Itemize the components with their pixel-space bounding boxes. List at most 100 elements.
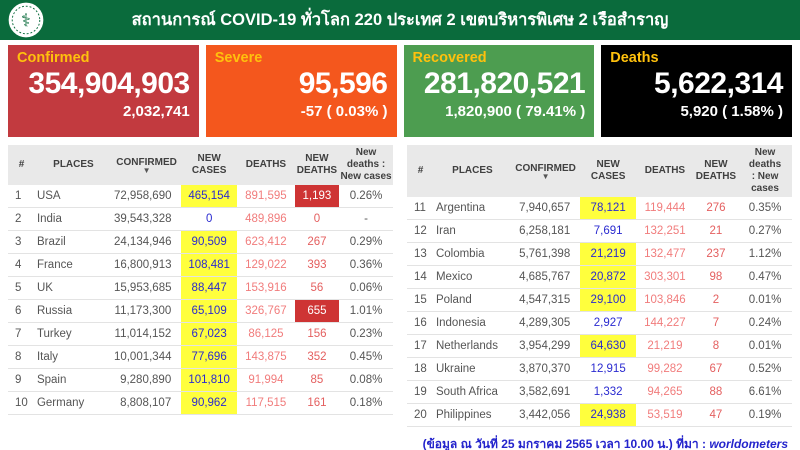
deaths-value: 5,622,314: [654, 66, 783, 100]
deaths-cell: 144,227: [636, 311, 694, 335]
rank-cell: 9: [8, 368, 35, 392]
rank-cell: 6: [8, 299, 35, 323]
deaths-label: Deaths: [610, 50, 659, 66]
ratio-cell: 0.45%: [339, 345, 393, 369]
place-cell: Poland: [433, 288, 511, 312]
ratio-cell: 0.06%: [339, 276, 393, 300]
table-row: 1 USA 72,958,690 465,154 891,595 1,193 0.26%: [8, 185, 393, 208]
new-cases-cell: 7,691: [580, 219, 637, 243]
confirmed-cell: 4,685,767: [510, 265, 581, 289]
column-header: NEW DEATHS: [294, 145, 340, 185]
deaths-cell: 132,251: [636, 219, 694, 243]
new-deaths-cell: 67: [693, 357, 739, 381]
rank-cell: 18: [407, 357, 434, 381]
new-cases-cell: 67,023: [181, 322, 238, 346]
rank-cell: 12: [407, 219, 434, 243]
new-cases-cell: 64,630: [580, 334, 637, 358]
ratio-cell: 0.23%: [339, 322, 393, 346]
place-cell: Colombia: [433, 242, 511, 266]
table-row: 10 Germany 8,808,107 90,962 117,515 161 0.18%: [8, 391, 393, 415]
severe-label: Severe: [214, 50, 263, 66]
new-deaths-cell: 88: [693, 380, 739, 404]
place-cell: Iran: [433, 219, 511, 243]
new-cases-cell: 29,100: [580, 288, 637, 312]
new-cases-cell: 90,509: [181, 230, 238, 254]
deaths-cell: 99,282: [636, 357, 694, 381]
new-cases-cell: 108,481: [181, 253, 238, 277]
ratio-cell: 0.36%: [339, 253, 393, 277]
ratio-cell: 0.26%: [339, 185, 393, 208]
svg-text:⚕: ⚕: [21, 11, 31, 31]
table-ranks-1-10: # PLACES CONFIRMED ▼ NEW CASES DEATHS NEW DEAT…: [8, 145, 393, 427]
place-cell: Ukraine: [433, 357, 511, 381]
table-row: 14 Mexico 4,685,767 20,872 303,301 98 0.47%: [407, 265, 792, 289]
column-header[interactable]: CONFIRMED ▼: [510, 145, 581, 197]
confirmed-cell: 72,958,690: [111, 185, 182, 208]
rank-cell: 11: [407, 197, 434, 220]
place-cell: Netherlands: [433, 334, 511, 358]
place-cell: Philippines: [433, 403, 511, 427]
deaths-cell: 891,595: [237, 185, 295, 208]
confirmed-cell: 9,280,890: [111, 368, 182, 392]
confirmed-cell: 4,547,315: [510, 288, 581, 312]
table-row: 8 Italy 10,001,344 77,696 143,875 352 0.45%: [8, 345, 393, 369]
data-source-note: (ข้อมูล ณ วันที่ 25 มกราคม 2565 เวลา 10.…: [0, 427, 800, 450]
severe-change-value: -57 ( 0.03% ): [300, 103, 388, 121]
confirmed-cell: 3,442,056: [510, 403, 581, 427]
recovered-card: Recovered 281,820,521 1,820,900 ( 79.41%…: [403, 45, 595, 137]
column-header: #: [407, 145, 434, 197]
table-row: 6 Russia 11,173,300 65,109 326,767 655 1.01%: [8, 299, 393, 323]
new-cases-cell: 65,109: [181, 299, 238, 323]
new-deaths-cell: 393: [294, 253, 340, 277]
new-deaths-cell: 276: [693, 197, 739, 220]
rank-cell: 2: [8, 207, 35, 231]
place-cell: South Africa: [433, 380, 511, 404]
deaths-card: Deaths 5,622,314 5,920 ( 1.58% ): [601, 45, 792, 137]
table-row: 18 Ukraine 3,870,370 12,915 99,282 67 0.52%: [407, 357, 792, 381]
rank-cell: 20: [407, 403, 434, 427]
deaths-cell: 86,125: [237, 322, 295, 346]
place-cell: Italy: [34, 345, 112, 369]
rank-cell: 16: [407, 311, 434, 335]
deaths-cell: 489,896: [237, 207, 295, 231]
table-row: 3 Brazil 24,134,946 90,509 623,412 267 0.29%: [8, 230, 393, 254]
deaths-cell: 132,477: [636, 242, 694, 266]
deaths-cell: 91,994: [237, 368, 295, 392]
confirmed-cell: 15,953,685: [111, 276, 182, 300]
deaths-cell: 103,846: [636, 288, 694, 312]
column-header: PLACES: [34, 145, 112, 185]
table-header-row: # PLACES CONFIRMED ▼ NEW CASES DEATHS NEW DEAT…: [8, 145, 393, 185]
column-header[interactable]: CONFIRMED ▼: [111, 145, 182, 185]
place-cell: USA: [34, 185, 112, 208]
deaths-cell: 21,219: [636, 334, 694, 358]
ratio-cell: 0.29%: [339, 230, 393, 254]
place-cell: Indonesia: [433, 311, 511, 335]
new-cases-cell: 101,810: [181, 368, 238, 392]
rank-cell: 4: [8, 253, 35, 277]
ratio-cell: 0.35%: [738, 197, 792, 220]
confirmed-label: Confirmed: [17, 50, 90, 66]
rank-cell: 19: [407, 380, 434, 404]
worldometers-link[interactable]: worldometers: [709, 437, 788, 450]
rank-cell: 10: [8, 391, 35, 415]
column-header: NEW CASES: [580, 145, 637, 197]
column-header: DEATHS: [237, 145, 295, 185]
new-deaths-cell: 161: [294, 391, 340, 415]
rank-cell: 8: [8, 345, 35, 369]
rank-cell: 5: [8, 276, 35, 300]
ratio-cell: 0.24%: [738, 311, 792, 335]
confirmed-cell: 24,134,946: [111, 230, 182, 254]
new-cases-cell: 78,121: [580, 197, 637, 220]
deaths-new-value: 5,920 ( 1.58% ): [680, 103, 783, 121]
place-cell: Russia: [34, 299, 112, 323]
new-cases-cell: 21,219: [580, 242, 637, 266]
place-cell: Brazil: [34, 230, 112, 254]
place-cell: India: [34, 207, 112, 231]
new-cases-cell: 24,938: [580, 403, 637, 427]
confirmed-cell: 6,258,181: [510, 219, 581, 243]
rank-cell: 13: [407, 242, 434, 266]
confirmed-cell: 4,289,305: [510, 311, 581, 335]
new-cases-cell: 2,927: [580, 311, 637, 335]
rank-cell: 15: [407, 288, 434, 312]
deaths-cell: 153,916: [237, 276, 295, 300]
